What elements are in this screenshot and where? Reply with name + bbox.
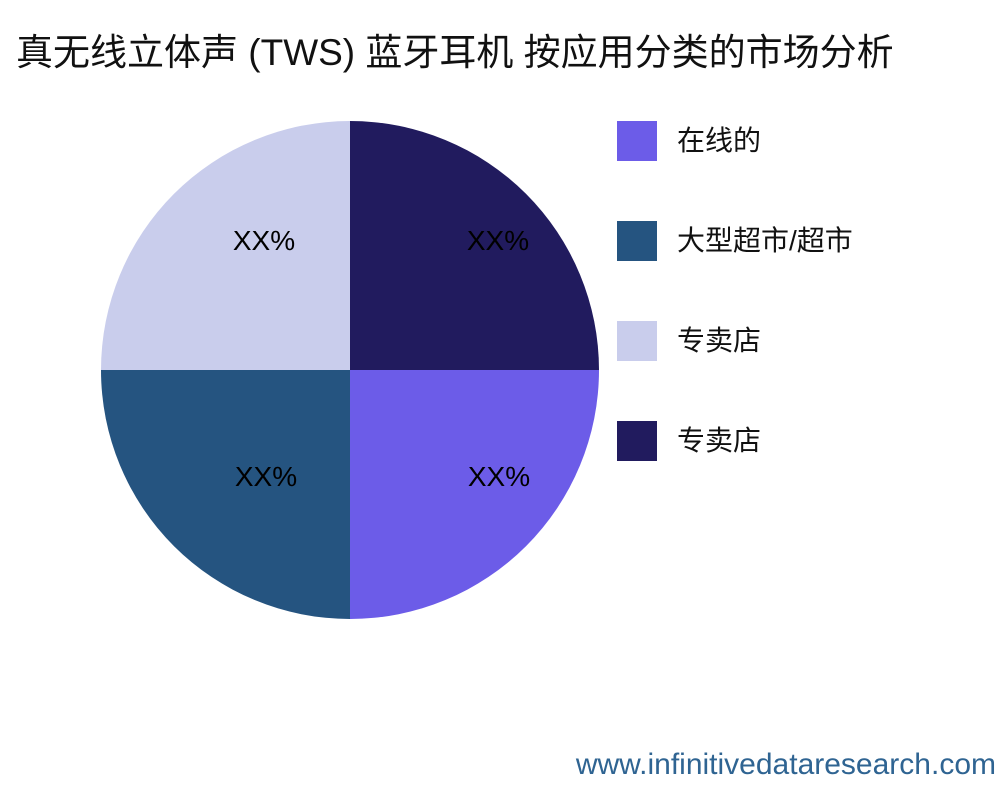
pie-slice-2 [101,121,350,370]
legend-swatch-hypermarket [617,221,657,261]
legend-item-online: 在线的 [617,121,853,161]
slice-label-specialty-store-dark: XX% [466,225,530,256]
legend-item-specialty-store-dark: 专卖店 [617,421,853,461]
legend-label-online: 在线的 [677,125,762,156]
legend-label-specialty-store-dark: 专卖店 [677,425,762,456]
legend: 在线的 大型超市/超市 专卖店 专卖店 [617,121,853,461]
legend-swatch-specialty-store-light [617,321,657,361]
legend-swatch-online [617,121,657,161]
chart-title: 真无线立体声 (TWS) 蓝牙耳机 按应用分类的市场分析 [16,32,894,73]
pie-chart [101,121,599,619]
pie-slice-3 [350,121,599,370]
pie-slice-1 [101,370,350,619]
legend-item-hypermarket: 大型超市/超市 [617,221,853,261]
legend-swatch-specialty-store-dark [617,421,657,461]
legend-label-hypermarket: 大型超市/超市 [677,225,853,256]
watermark-url: www.infinitivedataresearch.com [575,748,996,781]
legend-label-specialty-store-light: 专卖店 [677,325,762,356]
slice-label-specialty-store-light: XX% [232,225,296,256]
pie-slice-0 [350,370,599,619]
slice-label-hypermarket: XX% [234,461,298,492]
legend-item-specialty-store-light: 专卖店 [617,321,853,361]
pie-svg [101,121,599,619]
slice-label-online: XX% [467,461,531,492]
